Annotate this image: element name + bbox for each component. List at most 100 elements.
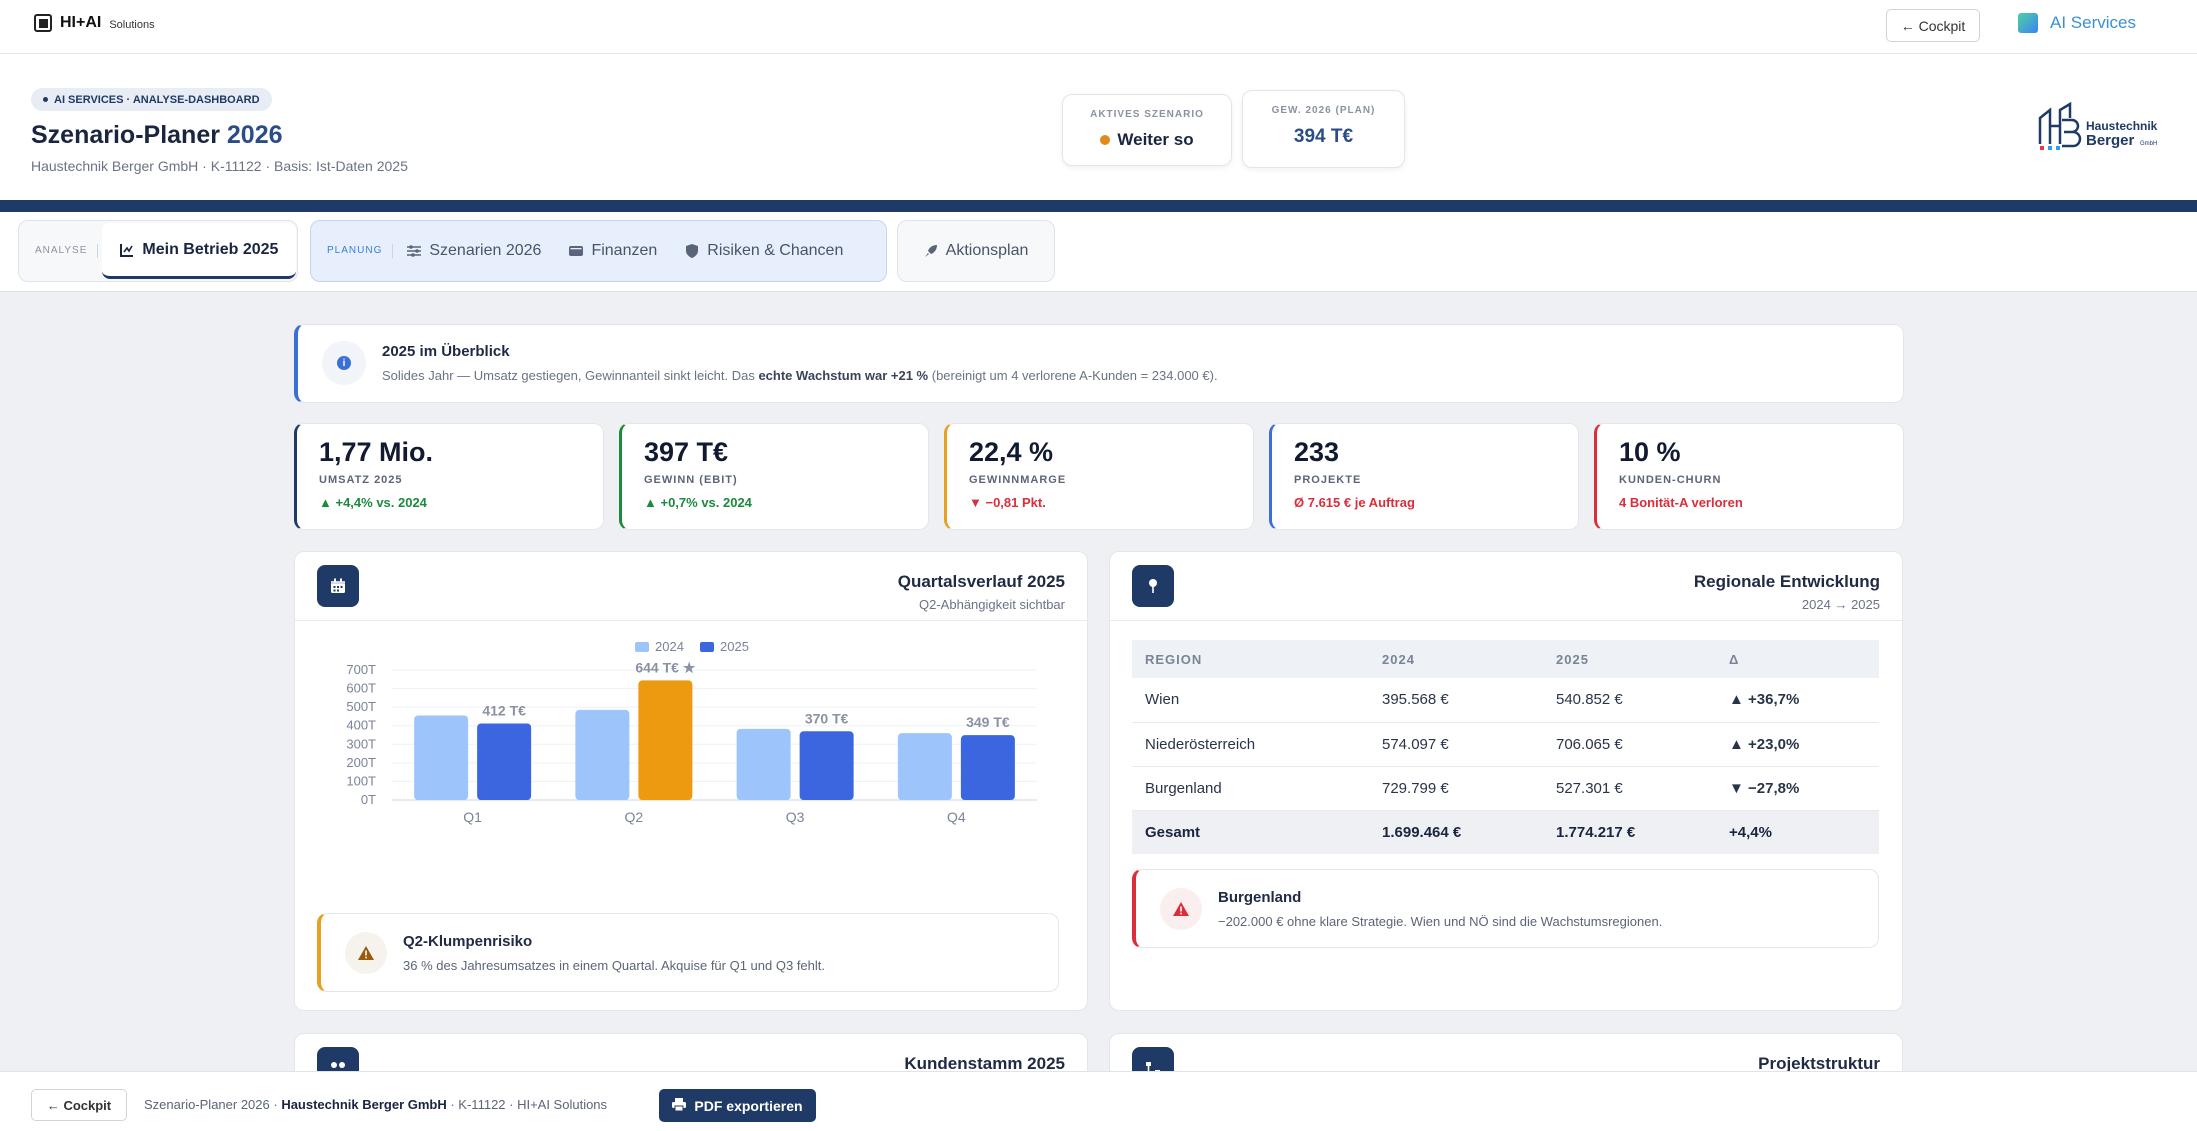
brand-logo-icon: [34, 14, 52, 32]
table-cell: 706.065 €: [1543, 722, 1716, 767]
table-row: Burgenland 729.799 € 527.301 € ▼ −27,8%: [1132, 766, 1879, 811]
brand-sub: Solutions: [109, 18, 155, 31]
bar-2025-Q4: [960, 735, 1015, 800]
ai-services-label: AI Services: [2050, 13, 2136, 32]
legend-label: 2025: [720, 640, 749, 654]
kpi-label: KUNDEN-CHURN: [1619, 474, 1722, 486]
table-cell: ▲ +36,7%: [1716, 678, 1879, 723]
data-label: 349 T€: [966, 714, 1010, 730]
y-tick-label: 700T: [346, 662, 376, 677]
warning-icon: [345, 932, 387, 974]
column-header: 2025: [1543, 640, 1716, 678]
ai-services-link[interactable]: AI Services: [2018, 13, 2136, 33]
kpi-card-marge: 22,4 % GEWINNMARGE ▼ −0,81 Pkt.: [944, 423, 1254, 530]
profit-plan-label: GEW. 2026 (PLAN): [1271, 105, 1376, 116]
table-cell: Gesamt: [1132, 810, 1369, 854]
quarter-panel-title: Quartalsverlauf 2025: [897, 572, 1065, 591]
bar-2024-Q4: [897, 733, 952, 800]
burgenland-alert-title: Burgenland: [1218, 889, 1302, 906]
logo-text-3: GmbH: [2140, 141, 2157, 147]
kpi-change: ▲ +0,7% vs. 2024: [644, 495, 752, 510]
table-row: Wien 395.568 € 540.852 € ▲ +36,7%: [1132, 678, 1879, 723]
kpi-value: 1,77 Mio.: [319, 437, 434, 467]
region-table: REGION 2024 2025 Δ Wien 395.568 € 540.85…: [1132, 640, 1879, 854]
chart-icon: [120, 243, 134, 257]
data-label: 644 T€ ★: [635, 659, 695, 675]
legend-swatch: [635, 642, 649, 652]
overview-text-a: Solides Jahr — Umsatz gestiegen, Gewinna…: [382, 368, 759, 383]
region-panel-subtitle: 2024 → 2025: [1801, 597, 1880, 612]
tab-mein-betrieb[interactable]: Mein Betrieb 2025: [102, 223, 297, 279]
sliders-icon: [407, 244, 422, 258]
table-cell: 395.568 €: [1369, 678, 1543, 723]
footer-cockpit-button[interactable]: ← Cockpit: [31, 1089, 127, 1121]
data-label: 412 T€: [482, 702, 526, 718]
ai-services-icon: [2018, 13, 2038, 33]
table-cell: ▲ +23,0%: [1716, 722, 1879, 767]
tab-mein-betrieb-label: Mein Betrieb 2025: [142, 240, 279, 258]
kpi-label: GEWINNMARGE: [969, 474, 1067, 486]
profit-plan-card: GEW. 2026 (PLAN) 394 T€: [1242, 90, 1405, 168]
tab-aktionsplan-label: Aktionsplan: [945, 242, 1029, 259]
kpi-value: 397 T€: [644, 437, 729, 467]
kpi-change: ▼ −0,81 Pkt.: [969, 495, 1046, 510]
data-label: 370 T€: [805, 710, 849, 726]
pill-label: AI SERVICES · ANALYSE-DASHBOARD: [54, 93, 260, 106]
kpi-card-umsatz: 1,77 Mio. UMSATZ 2025 ▲ +4,4% vs. 2024: [294, 423, 604, 530]
column-header: Δ: [1716, 640, 1879, 678]
q2-risk-alert: Q2-Klumpenrisiko 36 % des Jahresumsatzes…: [317, 913, 1059, 992]
tab-finanzen[interactable]: Finanzen: [555, 221, 671, 281]
table-header-row: REGION 2024 2025 Δ: [1132, 640, 1879, 678]
tab-risiken[interactable]: Risiken & Chancen: [671, 221, 857, 281]
kpi-value: 233: [1294, 437, 1340, 467]
kpi-card-churn: 10 % KUNDEN-CHURN 4 Bonität-A verloren: [1594, 423, 1904, 530]
footer-text: Szenario-Planer 2026 · Haustechnik Berge…: [144, 1097, 607, 1112]
title-year: 2026: [226, 121, 283, 149]
table-cell: 729.799 €: [1369, 766, 1543, 811]
footer-text-b: Haustechnik Berger GmbH: [281, 1097, 447, 1112]
scenario-dot-icon: [1100, 135, 1111, 145]
quarter-panel-subtitle: Q2-Abhängigkeit sichtbar: [919, 597, 1065, 612]
bar-2024-Q1: [414, 715, 469, 800]
printer-icon: [672, 1097, 687, 1114]
kpi-value: 22,4 %: [969, 437, 1054, 467]
brand[interactable]: HI+AI Solutions: [34, 14, 155, 32]
y-tick-label: 500T: [346, 699, 376, 714]
tab-szenarien[interactable]: Szenarien 2026: [393, 221, 555, 281]
header-stripe: [0, 200, 2197, 212]
x-tick-label: Q1: [463, 809, 482, 825]
q2-risk-text: 36 % des Jahresumsatzes in einem Quartal…: [403, 958, 825, 973]
table-total-row: Gesamt 1.699.464 € 1.774.217 € +4,4%: [1132, 810, 1879, 854]
brand-name: HI+AI: [60, 14, 102, 31]
kpi-card-gewinn: 397 T€ GEWINN (EBIT) ▲ +0,7% vs. 2024: [619, 423, 929, 530]
kpi-card-projekte: 233 PROJEKTE Ø 7.615 € je Auftrag: [1269, 423, 1579, 530]
page-subtitle: Haustechnik Berger GmbH · K-11122 · Basi…: [31, 158, 408, 174]
pdf-export-button[interactable]: PDF exportieren: [659, 1089, 816, 1122]
footer-text-c: · K-11122 · HI+AI Solutions: [446, 1097, 608, 1112]
kpi-value: 10 %: [1619, 437, 1681, 467]
nav-group-aktion: Aktionsplan: [897, 220, 1055, 282]
customer-panel-title: Kundenstamm 2025: [904, 1054, 1065, 1073]
x-tick-label: Q2: [625, 809, 644, 825]
active-scenario-label: AKTIVES SZENARIO: [1090, 109, 1204, 120]
logo-text-2: Berger: [2086, 132, 2135, 149]
bar-2024-Q3: [736, 728, 791, 800]
footer-bar: ← Cockpit Szenario-Planer 2026 · Haustec…: [0, 1071, 2197, 1131]
pill-dot-icon: [43, 97, 48, 102]
quarter-chart: 2024 2025 0T100T200T300T400T500T600T700T …: [346, 640, 1037, 825]
tab-risiken-label: Risiken & Chancen: [707, 242, 844, 259]
y-tick-label: 200T: [346, 755, 376, 770]
bar-2024-Q2: [575, 709, 630, 800]
bar-2025-Q2: [638, 680, 693, 800]
kpi-change: Ø 7.615 € je Auftrag: [1294, 495, 1415, 510]
wallet-icon: [569, 244, 584, 258]
y-tick-label: 100T: [346, 773, 376, 788]
active-scenario-card[interactable]: AKTIVES SZENARIO Weiter so: [1062, 94, 1232, 166]
table-cell: Niederösterreich: [1132, 722, 1369, 767]
overview-text-c: (bereinigt um 4 verlorene A-Kunden = 234…: [928, 368, 1218, 383]
overview-text: Solides Jahr — Umsatz gestiegen, Gewinna…: [382, 368, 1218, 383]
q2-risk-title: Q2-Klumpenrisiko: [403, 933, 533, 950]
cockpit-button[interactable]: ← Cockpit: [1886, 9, 1980, 42]
tab-aktionsplan[interactable]: Aktionsplan: [910, 221, 1043, 281]
divider: [295, 620, 1087, 621]
